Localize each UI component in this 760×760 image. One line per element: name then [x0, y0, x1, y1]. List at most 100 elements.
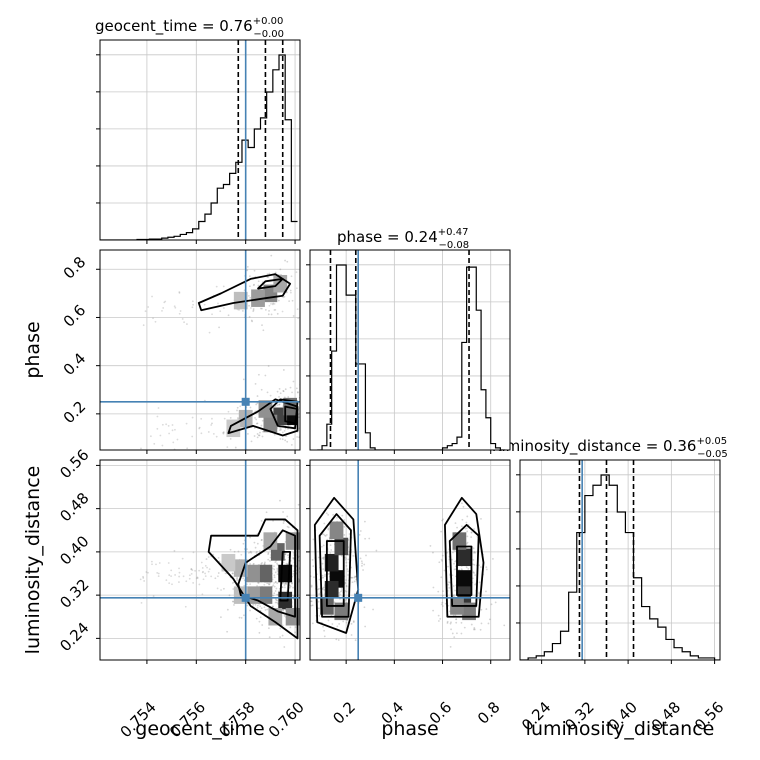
- scatter-point: [322, 587, 324, 590]
- scatter-point: [268, 583, 271, 586]
- scatter-point: [441, 594, 444, 597]
- scatter-point: [305, 405, 307, 407]
- scatter-point: [168, 582, 171, 585]
- scatter-point: [142, 577, 145, 579]
- scatter-point: [252, 563, 255, 566]
- scatter-point: [324, 535, 327, 537]
- scatter-point: [208, 568, 211, 571]
- scatter-point: [178, 571, 181, 574]
- clipped-content: [301, 460, 510, 660]
- scatter-point: [249, 406, 252, 409]
- scatter-point: [448, 581, 450, 584]
- scatter-point: [335, 638, 338, 641]
- scatter-point: [301, 587, 303, 589]
- scatter-point: [300, 597, 302, 599]
- scatter-point: [438, 561, 441, 564]
- scatter-point: [261, 324, 263, 327]
- density-cell: [285, 532, 300, 550]
- scatter-point: [296, 308, 299, 311]
- scatter-point: [191, 435, 194, 438]
- scatter-point: [465, 527, 468, 530]
- scatter-point: [292, 557, 295, 559]
- scatter-point: [164, 300, 167, 303]
- scatter-point: [446, 620, 449, 623]
- scatter-point: [211, 417, 213, 420]
- scatter-point: [429, 545, 432, 547]
- scatter-point: [186, 447, 189, 450]
- clipped-content: [100, 460, 309, 660]
- scatter-point: [227, 457, 229, 459]
- scatter-point: [261, 561, 263, 564]
- scatter-point: [275, 587, 278, 590]
- scatter-point: [238, 616, 241, 619]
- scatter-point: [192, 303, 194, 306]
- hist-step-luminosity-distance: [520, 474, 720, 660]
- truth-marker: [241, 593, 250, 602]
- scatter-point: [350, 622, 353, 625]
- scatter-point: [454, 522, 457, 525]
- scatter-point: [229, 548, 232, 551]
- hist-step-geocent-time: [100, 54, 298, 240]
- scatter-point: [142, 575, 144, 578]
- scatter-point: [485, 568, 488, 571]
- scatter-point: [143, 580, 146, 582]
- scatter-point: [267, 365, 270, 367]
- scatter-point: [282, 561, 285, 564]
- scatter-point: [291, 299, 294, 302]
- scatter-point: [323, 588, 326, 591]
- scatter-point: [200, 432, 203, 435]
- scatter-point: [273, 592, 276, 595]
- scatter-point: [437, 614, 440, 617]
- scatter-point: [480, 566, 482, 568]
- scatter-point: [344, 556, 347, 559]
- scatter-point: [200, 561, 203, 564]
- contour-outer: [444, 496, 485, 618]
- scatter-point: [452, 585, 455, 587]
- scatter-point: [329, 544, 332, 547]
- scatter-point: [278, 403, 281, 406]
- scatter-point: [254, 603, 257, 606]
- scatter-point: [441, 605, 444, 607]
- scatter-point: [298, 580, 300, 583]
- scatter-point: [460, 632, 463, 635]
- scatter-point: [307, 558, 309, 560]
- scatter-point: [139, 578, 142, 581]
- ytick-label-luminosity-distance: 0.40: [56, 532, 92, 568]
- scatter-point: [274, 598, 277, 601]
- scatter-point: [310, 604, 313, 607]
- scatter-point: [354, 639, 357, 642]
- scatter-point: [480, 622, 483, 625]
- scatter-point: [321, 557, 324, 560]
- scatter-point: [282, 608, 284, 611]
- scatter-point: [472, 547, 475, 550]
- scatter-point: [294, 631, 297, 634]
- scatter-point: [222, 431, 225, 434]
- scatter-point: [231, 600, 234, 603]
- scatter-point: [200, 417, 203, 420]
- scatter-point: [289, 289, 292, 292]
- scatter-point: [487, 622, 490, 625]
- scatter-point: [368, 537, 371, 540]
- scatter-point: [432, 551, 434, 554]
- contour-inner: [279, 550, 292, 602]
- scatter-point: [364, 520, 366, 523]
- ytick-label-phase: 0.2: [60, 398, 90, 428]
- scatter-point: [453, 549, 455, 552]
- panel-border: [519, 459, 721, 661]
- scatter-point: [281, 634, 284, 637]
- scatter-point: [281, 310, 284, 313]
- scatter-point: [286, 440, 289, 443]
- scatter-point: [267, 276, 270, 279]
- scatter-point: [473, 628, 476, 631]
- scatter-point: [350, 634, 353, 636]
- scatter-point: [336, 625, 339, 628]
- panel-phase-vs-geocent-time: [96, 249, 307, 459]
- scatter-point: [285, 582, 288, 585]
- density-cell: [334, 602, 349, 621]
- scatter-point: [183, 321, 185, 324]
- scatter-point: [147, 306, 150, 308]
- scatter-point: [272, 584, 275, 587]
- scatter-point: [242, 378, 245, 381]
- scatter-point: [478, 591, 481, 594]
- scatter-point: [441, 554, 444, 557]
